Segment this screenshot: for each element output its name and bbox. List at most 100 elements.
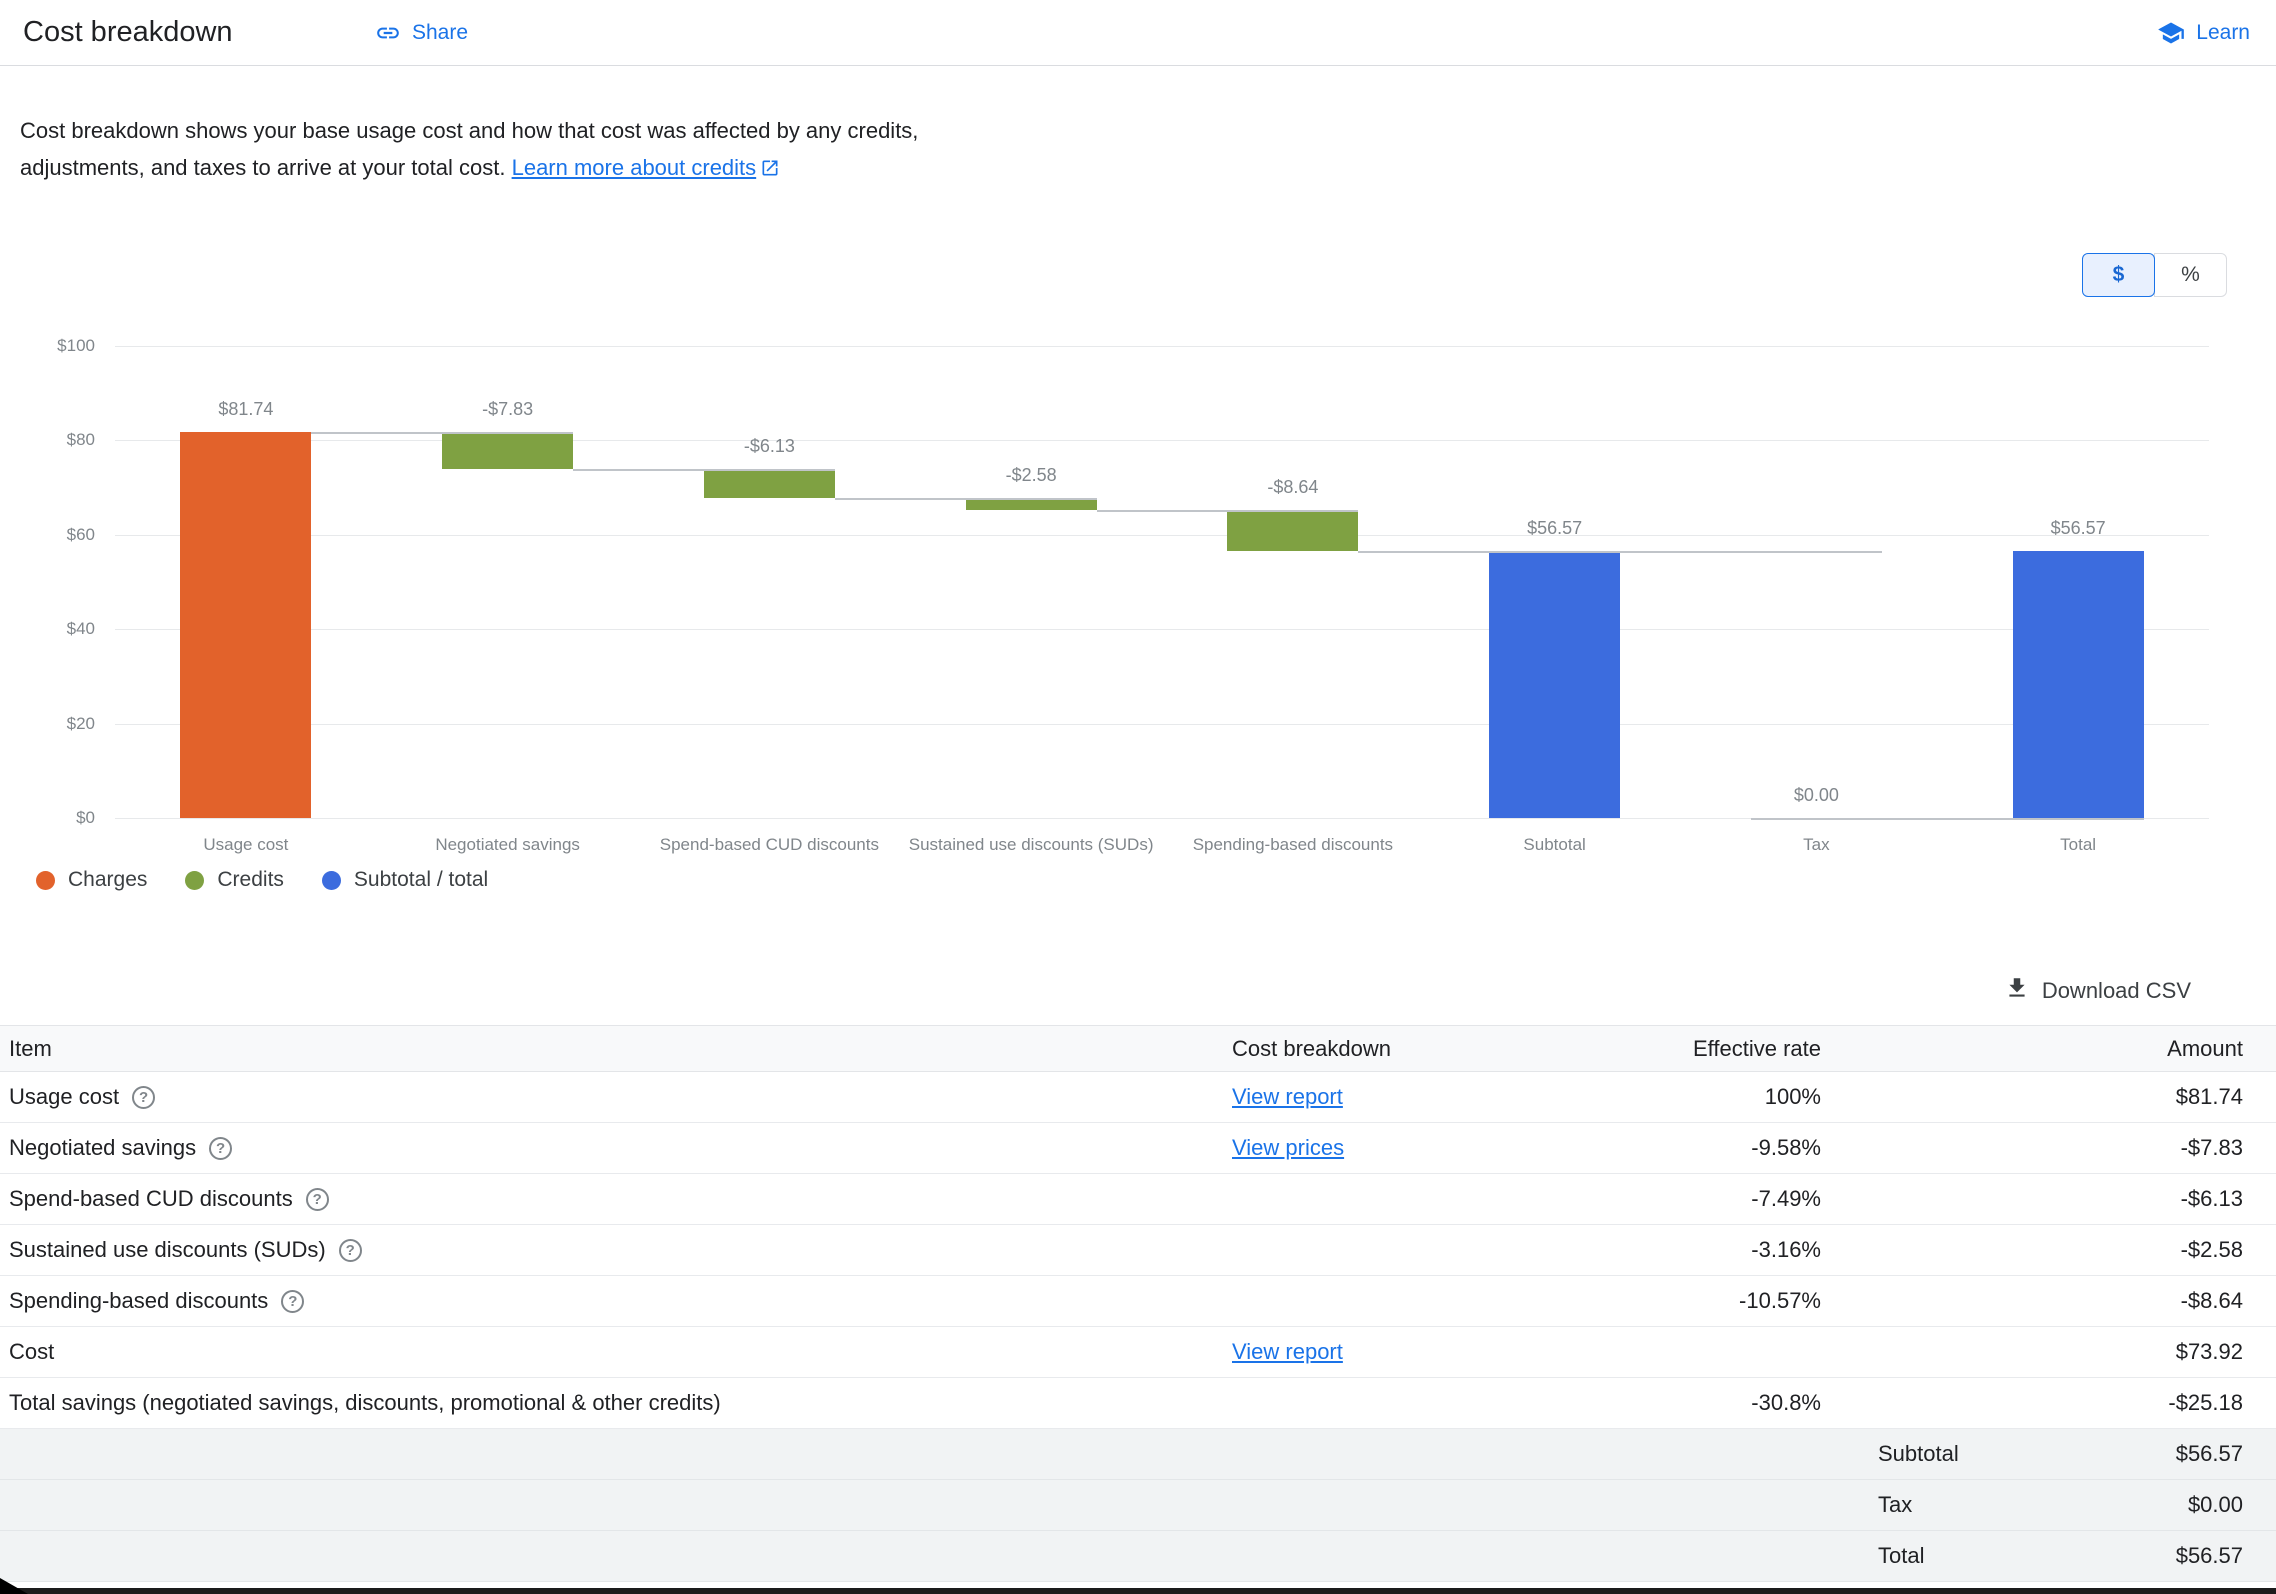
currency-toggle: $ % (2082, 253, 2227, 297)
legend-label: Subtotal / total (353, 868, 489, 891)
link-icon (375, 20, 401, 46)
y-axis-tick: $0 (76, 808, 95, 827)
page-header: Cost breakdown Share Learn (0, 0, 2276, 66)
legend-item: Charges (36, 868, 147, 892)
legend-item: Credits (185, 868, 284, 892)
connector-line (1620, 550, 1882, 553)
effective-rate-value: -9.58% (1751, 1135, 1821, 1160)
summary-amount: $0.00 (2187, 1492, 2243, 1517)
help-icon[interactable]: ? (132, 1085, 156, 1109)
bar-total[interactable] (2012, 550, 2144, 818)
share-label: Share (412, 20, 469, 44)
bar-value-label: $56.57 (1527, 517, 1583, 538)
effective-rate-value: -30.8% (1751, 1390, 1821, 1415)
x-axis-label: Total (2060, 835, 2097, 854)
item-label: Negotiated savings (9, 1135, 197, 1160)
view-report-link[interactable]: View report (1232, 1084, 1343, 1109)
summary-label: Total (1878, 1543, 1925, 1568)
legend-item: Subtotal / total (321, 868, 489, 892)
item-cell: Total savings (negotiated savings, disco… (9, 1390, 1232, 1416)
gridline (115, 629, 2209, 631)
y-axis-tick: $100 (57, 336, 95, 355)
connector-line (1096, 510, 1359, 513)
learn-more-credits-link[interactable]: Learn more about credits (511, 155, 757, 180)
bar-subtotal[interactable] (1489, 550, 1621, 818)
bar-value-label: -$8.64 (1267, 477, 1319, 498)
bar-spending-based-discounts[interactable] (1227, 510, 1359, 552)
bar-usage-cost[interactable] (180, 432, 312, 818)
help-icon[interactable]: ? (281, 1289, 305, 1313)
table-row: Total savings (negotiated savings, disco… (0, 1378, 2276, 1429)
legend-dot (36, 870, 55, 890)
table-row: Cost View report $73.92 (0, 1327, 2276, 1378)
column-header-effective-rate: Effective rate (1693, 1035, 1821, 1061)
cost-breakdown-cell: View report (1232, 1084, 1582, 1110)
bar-value-label: $56.57 (2050, 517, 2106, 538)
x-axis-label: Spending-based discounts (1192, 835, 1394, 854)
x-axis-label: Sustained use discounts (SUDs) (908, 835, 1154, 854)
summary-pair: Tax $0.00 (1878, 1492, 2243, 1518)
summary-row: Tax $0.00 (0, 1480, 2276, 1531)
percent-toggle-button[interactable]: % (2154, 253, 2227, 297)
item-label: Spend-based CUD discounts (9, 1186, 293, 1211)
description-text: Cost breakdown shows your base usage cos… (20, 118, 919, 180)
effective-rate-value: -10.57% (1739, 1288, 1821, 1313)
y-axis-tick: $80 (66, 430, 95, 450)
legend-dot (321, 870, 341, 890)
summary-label: Subtotal (1878, 1441, 1959, 1466)
connector-line (1358, 551, 1621, 554)
gridline (115, 346, 2209, 347)
column-header-item: Item (9, 1035, 52, 1061)
table-row: Sustained use discounts (SUDs)? -3.16% -$2… (0, 1225, 2276, 1276)
amount-value: -$7.83 (2180, 1135, 2243, 1160)
item-label: Cost (9, 1339, 55, 1364)
dollar-toggle-button[interactable]: $ (2082, 253, 2155, 297)
summary-amount: $56.57 (2175, 1441, 2243, 1466)
item-label: Usage cost (9, 1084, 120, 1109)
connector-line (1881, 818, 2144, 820)
item-cell: Usage cost? (9, 1084, 1232, 1110)
item-label: Sustained use discounts (SUDs) (9, 1237, 326, 1262)
learn-label: Learn (2196, 20, 2250, 44)
summary-pair: Total $56.57 (1878, 1543, 2243, 1569)
bar-value-label: $81.74 (218, 399, 274, 420)
bar-value-label: -$6.13 (743, 436, 795, 457)
summary-row: Total $56.57 (0, 1531, 2276, 1582)
gridline (115, 723, 2209, 725)
table-header-row: Item Cost breakdown Effective rate Amoun… (0, 1025, 2276, 1072)
effective-rate-value: 100% (1764, 1084, 1821, 1109)
download-icon (2004, 975, 2030, 1007)
external-link-icon (756, 155, 780, 180)
download-csv-label: Download CSV (2041, 978, 2191, 1003)
bar-sustained-use-discounts-suds[interactable] (965, 498, 1097, 511)
y-axis-tick: $40 (66, 619, 95, 639)
amount-value: -$2.58 (2180, 1237, 2243, 1262)
table-row: Usage cost? View report 100% $81.74 (0, 1072, 2276, 1123)
view-report-link[interactable]: View report (1232, 1339, 1343, 1364)
x-axis-label: Subtotal (1523, 835, 1586, 854)
bar-spend-based-cud-discounts[interactable] (703, 469, 835, 499)
page-title: Cost breakdown (23, 16, 233, 48)
summary-label: Tax (1878, 1492, 1913, 1517)
help-icon[interactable]: ? (338, 1238, 362, 1262)
item-cell: Sustained use discounts (SUDs)? (9, 1237, 1232, 1263)
help-icon[interactable]: ? (209, 1136, 233, 1160)
connector-line (311, 432, 574, 435)
item-label: Spending-based discounts (9, 1288, 269, 1313)
view-prices-link[interactable]: View prices (1232, 1135, 1345, 1160)
learn-button[interactable]: Learn (2157, 19, 2250, 47)
connector-line (573, 469, 835, 472)
gridline (115, 534, 2209, 536)
legend-label: Credits (217, 868, 284, 891)
cost-breakdown-cell: View prices (1232, 1135, 1582, 1161)
legend-dot (185, 870, 205, 890)
x-axis-label: Tax (1803, 835, 1830, 854)
cost-breakdown-cell: View report (1232, 1339, 1582, 1365)
column-header-amount: Amount (2167, 1035, 2243, 1061)
help-icon[interactable]: ? (305, 1187, 329, 1211)
table-row: Spending-based discounts? -10.57% -$8.64 (0, 1276, 2276, 1327)
table-row: Spend-based CUD discounts? -7.49% -$6.13 (0, 1174, 2276, 1225)
share-button[interactable]: Share (375, 20, 468, 46)
download-csv-button[interactable]: Download CSV (2004, 975, 2191, 1007)
bar-negotiated-savings[interactable] (442, 432, 574, 470)
